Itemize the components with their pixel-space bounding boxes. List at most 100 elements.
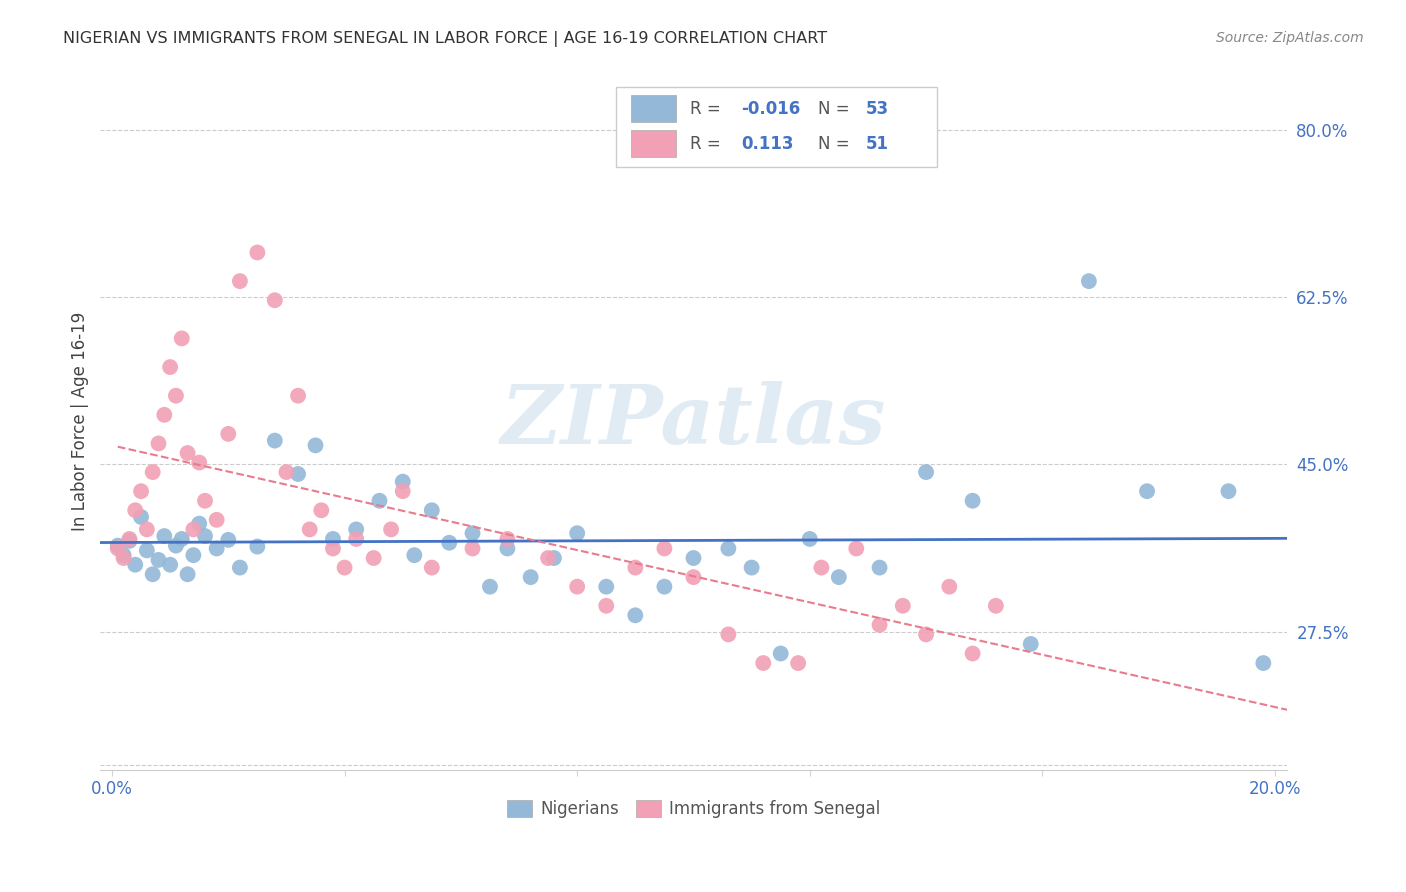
Point <box>519 570 541 584</box>
Point <box>205 513 228 527</box>
Point <box>205 541 228 556</box>
Point <box>194 493 217 508</box>
Text: -0.016: -0.016 <box>741 100 800 119</box>
Point <box>496 541 519 556</box>
Point <box>543 551 565 566</box>
Point <box>322 532 344 546</box>
Point <box>333 560 356 574</box>
Point <box>148 553 170 567</box>
Point <box>159 558 181 572</box>
Point <box>461 526 484 541</box>
Point <box>142 465 165 479</box>
Point <box>1019 637 1042 651</box>
Point <box>962 493 984 508</box>
Point <box>217 533 239 547</box>
Point <box>363 551 385 566</box>
Point <box>263 434 285 448</box>
Text: R =: R = <box>690 135 731 153</box>
FancyBboxPatch shape <box>616 87 936 167</box>
Text: 51: 51 <box>866 135 889 153</box>
Point <box>153 408 176 422</box>
Point <box>263 293 285 308</box>
Point <box>439 535 461 549</box>
Point <box>595 599 617 613</box>
Y-axis label: In Labor Force | Age 16-19: In Labor Force | Age 16-19 <box>72 312 89 531</box>
Point <box>322 541 344 556</box>
Point <box>344 522 367 536</box>
Point <box>938 580 960 594</box>
Point <box>404 548 426 562</box>
Point <box>717 627 740 641</box>
Text: 53: 53 <box>866 100 889 119</box>
Point <box>170 532 193 546</box>
Point <box>298 522 321 536</box>
Point <box>217 426 239 441</box>
Point <box>769 647 792 661</box>
Point <box>118 533 141 548</box>
Point <box>391 475 413 489</box>
Bar <box>631 130 676 157</box>
Point <box>984 599 1007 613</box>
Point <box>741 560 763 574</box>
Point <box>567 526 589 541</box>
Point <box>183 548 205 562</box>
Point <box>682 551 704 566</box>
Point <box>810 560 832 574</box>
Point <box>276 465 298 479</box>
Point <box>287 389 309 403</box>
Point <box>246 540 269 554</box>
Point <box>107 539 129 553</box>
Point <box>1253 656 1275 670</box>
Point <box>135 522 157 536</box>
Point <box>188 456 211 470</box>
Point <box>537 551 560 566</box>
Bar <box>631 95 676 122</box>
Point <box>148 436 170 450</box>
Point <box>845 541 868 556</box>
Point <box>165 389 187 403</box>
Point <box>420 560 443 574</box>
Point <box>380 522 402 536</box>
Point <box>194 529 217 543</box>
Point <box>1218 484 1240 499</box>
Point <box>183 522 205 536</box>
Point <box>1136 484 1159 499</box>
Point <box>915 627 938 641</box>
Text: R =: R = <box>690 100 725 119</box>
Point <box>129 510 152 524</box>
Point <box>799 532 821 546</box>
Point <box>287 467 309 481</box>
Point <box>869 560 891 574</box>
Point <box>624 608 647 623</box>
Point <box>567 580 589 594</box>
Point <box>915 465 938 479</box>
Point <box>176 446 198 460</box>
Point <box>420 503 443 517</box>
Point <box>118 532 141 546</box>
Text: N =: N = <box>818 100 855 119</box>
Point <box>787 656 810 670</box>
Point <box>153 529 176 543</box>
Point <box>391 484 413 499</box>
Point <box>682 570 704 584</box>
Point <box>1077 274 1099 288</box>
Point <box>229 274 252 288</box>
Text: ZIPatlas: ZIPatlas <box>501 382 886 461</box>
Text: Source: ZipAtlas.com: Source: ZipAtlas.com <box>1216 31 1364 45</box>
Point <box>304 438 326 452</box>
Point <box>717 541 740 556</box>
Text: NIGERIAN VS IMMIGRANTS FROM SENEGAL IN LABOR FORCE | AGE 16-19 CORRELATION CHART: NIGERIAN VS IMMIGRANTS FROM SENEGAL IN L… <box>63 31 827 47</box>
Point <box>159 360 181 375</box>
Point <box>246 245 269 260</box>
Point <box>595 580 617 594</box>
Point <box>142 567 165 582</box>
Point <box>165 539 187 553</box>
Point <box>869 618 891 632</box>
Point <box>107 541 129 556</box>
Point <box>368 493 391 508</box>
Point <box>112 548 135 562</box>
Point <box>135 543 157 558</box>
Point <box>891 599 914 613</box>
Point <box>654 580 676 594</box>
Point <box>752 656 775 670</box>
